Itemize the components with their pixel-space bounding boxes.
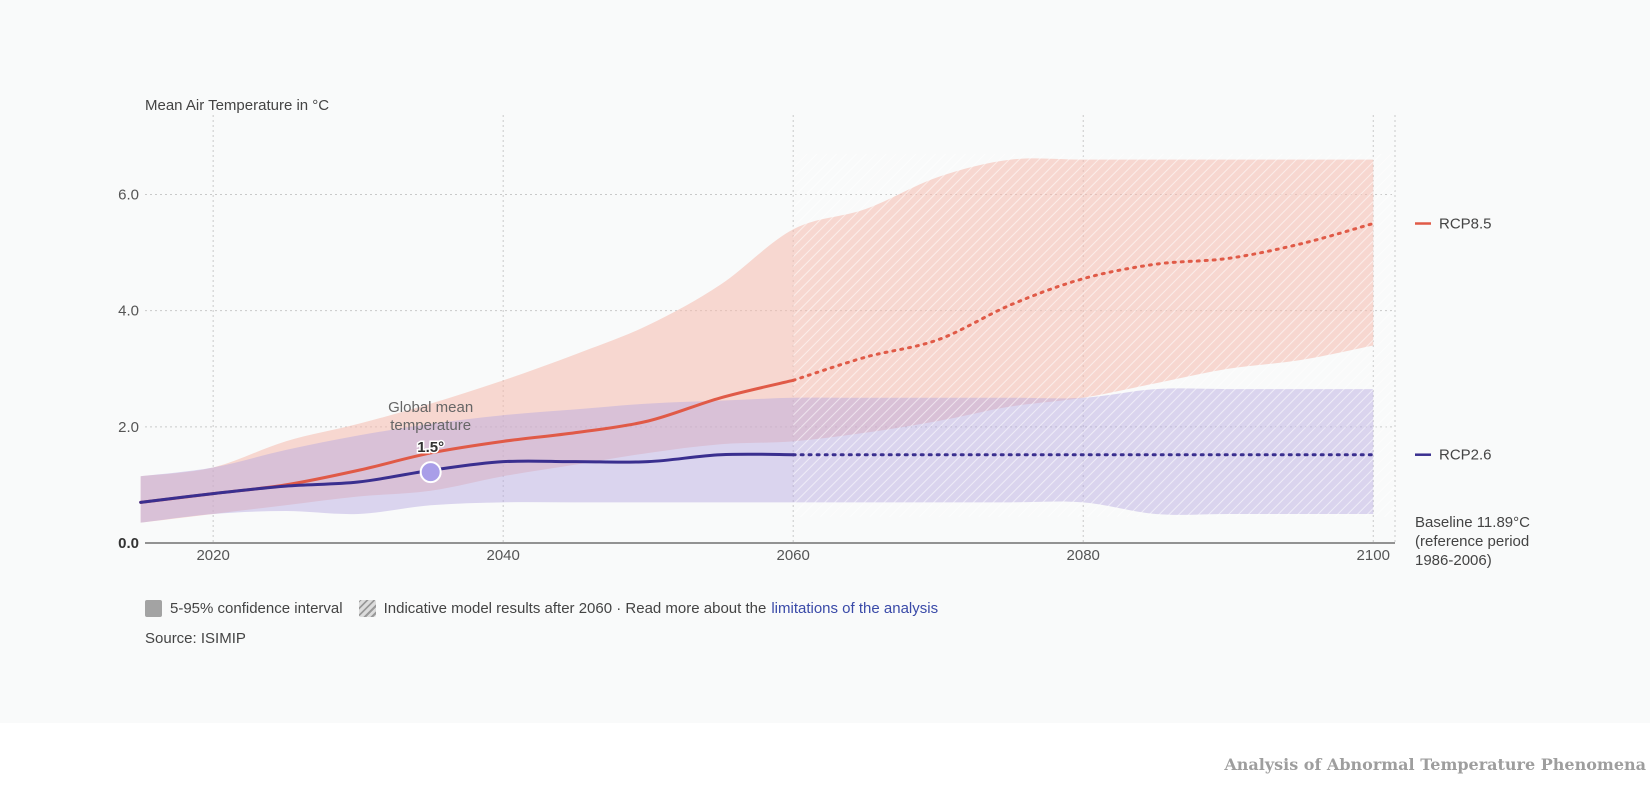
confidence-swatch <box>145 600 162 617</box>
legend-confidence: 5-95% confidence interval <box>170 600 343 617</box>
chart-panel: Mean Air Temperature in °C RCP8.5 RCP2.6 … <box>118 97 1530 647</box>
x-tick-label: 2040 <box>486 547 519 564</box>
legend: 5-95% confidence interval Indicative mod… <box>145 600 938 617</box>
annotation-label: temperature <box>390 417 471 434</box>
series-lines: RCP8.5 RCP2.6 <box>139 216 1492 504</box>
y-tick-label: 2.0 <box>118 419 139 436</box>
annotation-marker <box>419 461 442 484</box>
indicative-swatch <box>358 600 376 617</box>
limitations-link[interactable]: limitations of the analysis <box>771 600 939 617</box>
y-tick-label: 6.0 <box>118 186 139 203</box>
series-projection-rcp85 <box>791 222 1375 382</box>
indicative-hatch-overlay <box>793 153 1395 517</box>
line-chart: Mean Air Temperature in °C RCP8.5RCP2.6 … <box>118 97 1492 564</box>
source-note: Source: ISIMIP <box>145 630 246 647</box>
y-tick-label: 4.0 <box>118 303 139 320</box>
x-tick-label: 2020 <box>196 547 229 564</box>
x-tick-label: 2100 <box>1357 547 1390 564</box>
baseline-note: Baseline 11.89°C (reference period 1986-… <box>1415 513 1530 570</box>
y-axis-label: Mean Air Temperature in °C <box>145 97 329 114</box>
baseline-line-2: (reference period <box>1415 533 1530 550</box>
series-label: RCP2.6 <box>1439 447 1492 464</box>
axes: 2020 2040 2060 2080 2100 0.0 2.0 4.0 6.0 <box>118 186 1395 564</box>
footer-title: Analysis of Abnormal Temperature Phenome… <box>1224 755 1646 774</box>
y-tick-label: 0.0 <box>118 535 139 552</box>
series-line-rcp26 <box>139 452 795 504</box>
baseline-line-3: 1986-2006) <box>1415 552 1492 569</box>
annotation-label: Global mean <box>388 399 473 416</box>
legend-indicative: Indicative model results after 2060 · Re… <box>383 600 767 617</box>
series-label: RCP8.5 <box>1439 216 1492 233</box>
annotation-value: 1.5° <box>417 439 444 456</box>
baseline-line-1: Baseline 11.89°C <box>1415 514 1530 531</box>
x-tick-label: 2060 <box>777 547 810 564</box>
x-tick-label: 2080 <box>1067 547 1100 564</box>
